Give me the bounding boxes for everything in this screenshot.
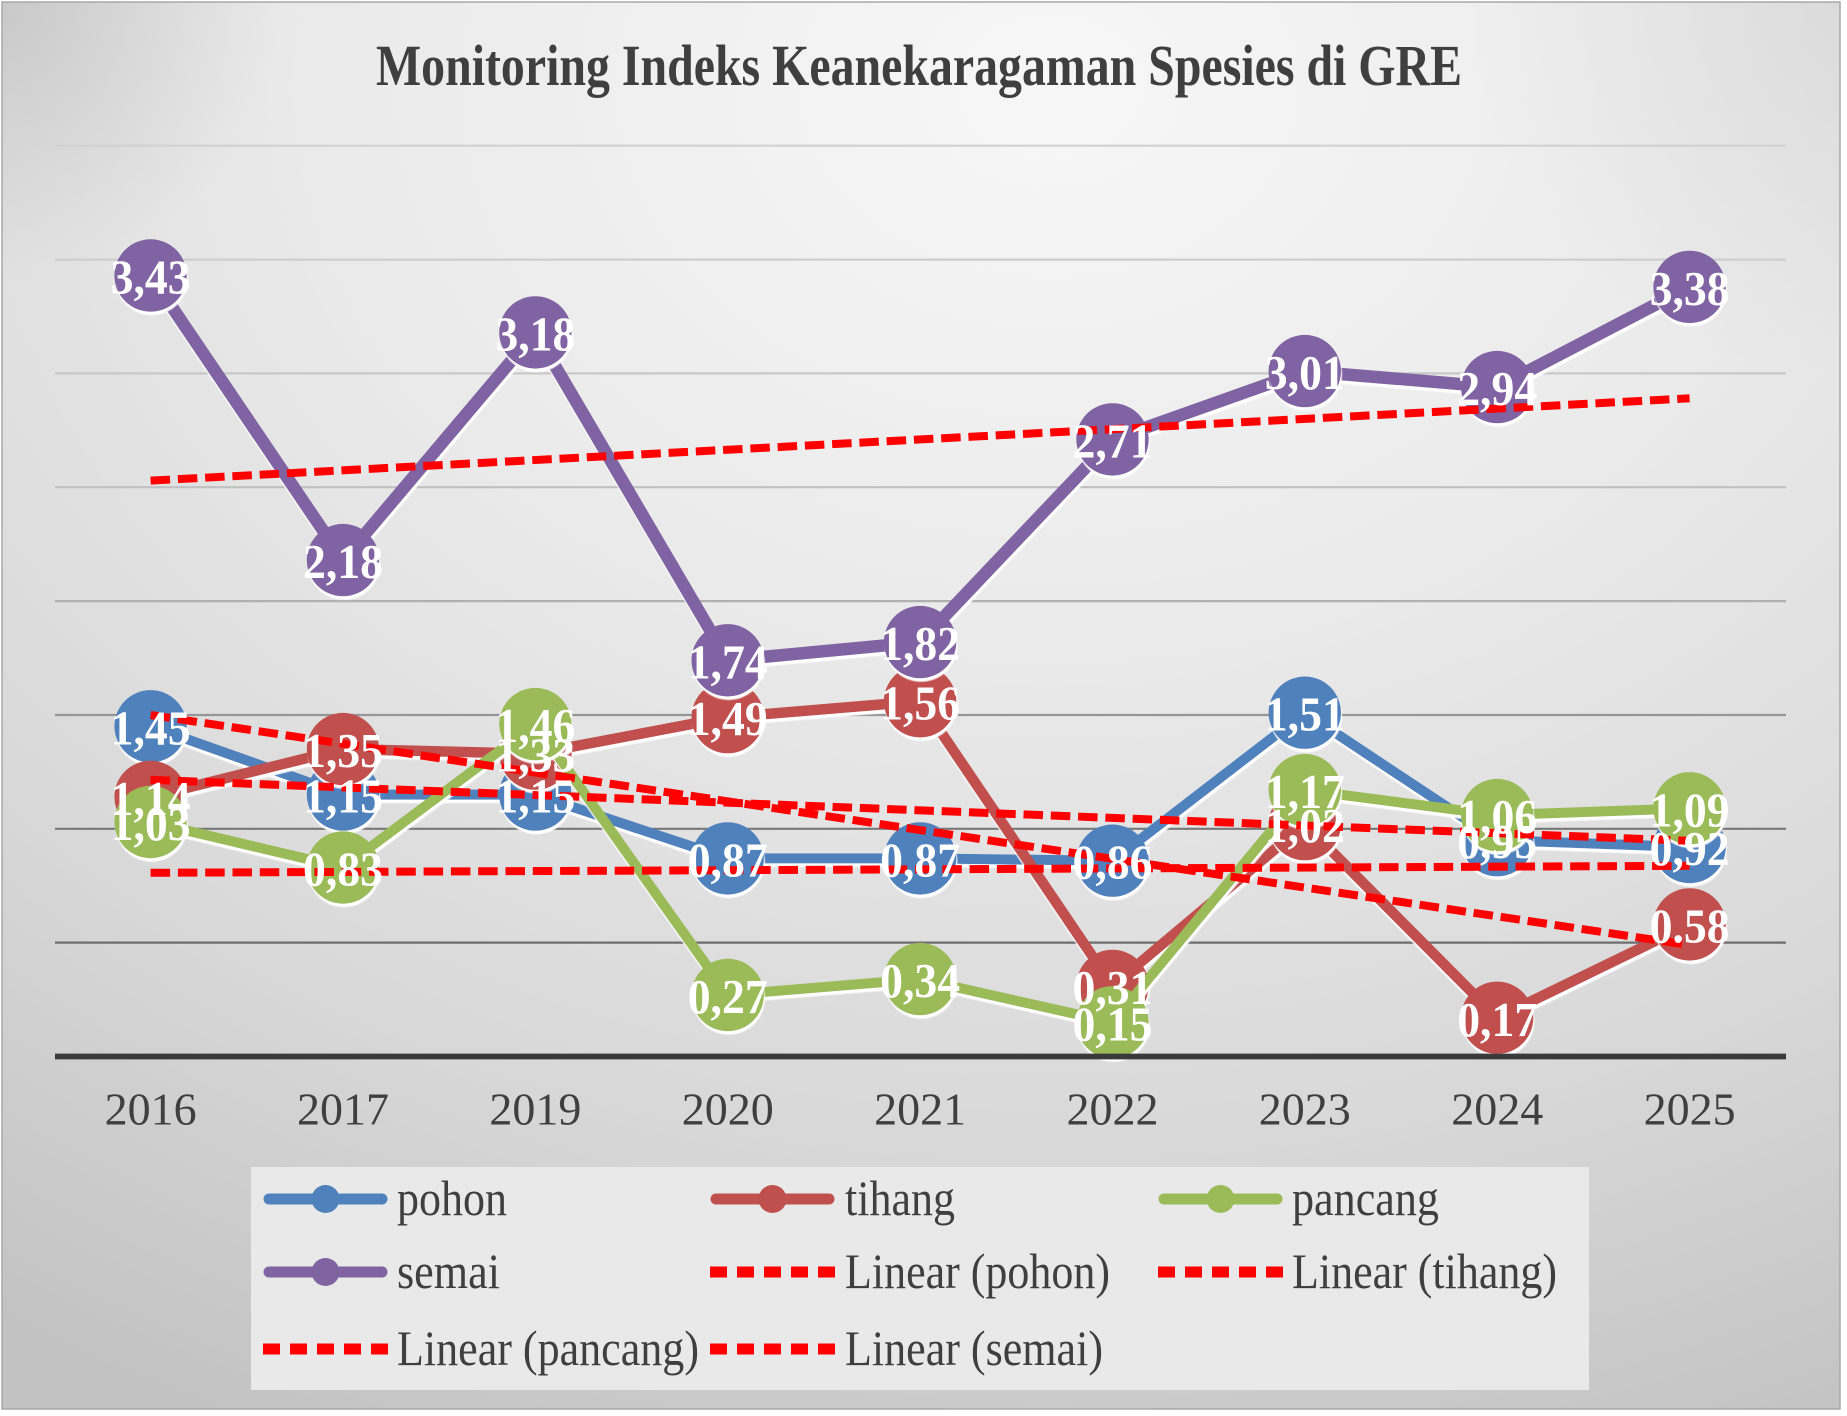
svg-text:Linear (tihang): Linear (tihang) [1292,1243,1557,1299]
svg-text:1,49: 1,49 [688,691,768,746]
svg-text:pohon: pohon [397,1170,507,1226]
svg-text:2,94: 2,94 [1457,361,1537,416]
svg-text:1,17: 1,17 [1265,764,1345,819]
svg-text:0,27: 0,27 [688,969,768,1024]
svg-text:Linear (semai): Linear (semai) [845,1320,1103,1376]
svg-text:Linear (pohon): Linear (pohon) [845,1243,1110,1299]
svg-text:1,15: 1,15 [495,769,575,824]
svg-text:semai: semai [397,1243,500,1299]
svg-text:0,15: 0,15 [1073,996,1153,1051]
svg-text:0,17: 0,17 [1457,992,1537,1047]
svg-text:2025: 2025 [1644,1084,1736,1135]
svg-text:2,71: 2,71 [1073,413,1153,468]
svg-text:1,56: 1,56 [880,675,960,730]
svg-text:1,45: 1,45 [111,700,191,755]
svg-text:1,02: 1,02 [1265,798,1345,853]
svg-text:1,82: 1,82 [880,616,960,671]
svg-text:2023: 2023 [1259,1084,1351,1135]
svg-text:1,09: 1,09 [1650,782,1730,837]
svg-text:0,31: 0,31 [1073,960,1153,1015]
svg-text:1,51: 1,51 [1265,687,1345,742]
svg-text:3,01: 3,01 [1265,345,1345,400]
svg-text:1,74: 1,74 [688,634,768,689]
svg-text:0,83: 0,83 [303,842,383,897]
svg-text:0,95: 0,95 [1457,814,1537,869]
svg-text:pancang: pancang [1292,1170,1439,1226]
svg-text:2019: 2019 [489,1084,581,1135]
svg-text:1,06: 1,06 [1457,789,1537,844]
svg-text:1,46: 1,46 [495,698,575,753]
svg-text:2017: 2017 [297,1084,389,1135]
svg-text:0,92: 0,92 [1650,821,1730,876]
svg-text:0.58: 0.58 [1650,898,1730,953]
svg-text:3,43: 3,43 [111,250,191,305]
svg-text:2020: 2020 [682,1084,774,1135]
svg-text:1,03: 1,03 [111,796,191,851]
svg-text:2021: 2021 [874,1084,966,1135]
svg-text:Monitoring Indeks Keanekaragam: Monitoring Indeks Keanekaragaman Spesies… [376,33,1462,98]
svg-text:1,33: 1,33 [495,728,575,783]
svg-text:1,14: 1,14 [111,771,191,826]
svg-text:tihang: tihang [845,1170,955,1226]
svg-text:2022: 2022 [1067,1084,1159,1135]
svg-text:0,87: 0,87 [688,832,768,887]
svg-text:1,15: 1,15 [303,769,383,824]
svg-text:2024: 2024 [1451,1084,1543,1135]
svg-text:0,86: 0,86 [1073,835,1153,890]
svg-text:0,87: 0,87 [880,832,960,887]
svg-text:2,18: 2,18 [303,534,383,589]
svg-text:3,38: 3,38 [1650,261,1730,316]
svg-text:Linear (pancang): Linear (pancang) [397,1320,699,1376]
svg-text:2016: 2016 [105,1084,197,1135]
svg-text:0,34: 0,34 [880,953,960,1008]
svg-text:1,35: 1,35 [303,723,383,778]
svg-text:3,18: 3,18 [495,306,575,361]
